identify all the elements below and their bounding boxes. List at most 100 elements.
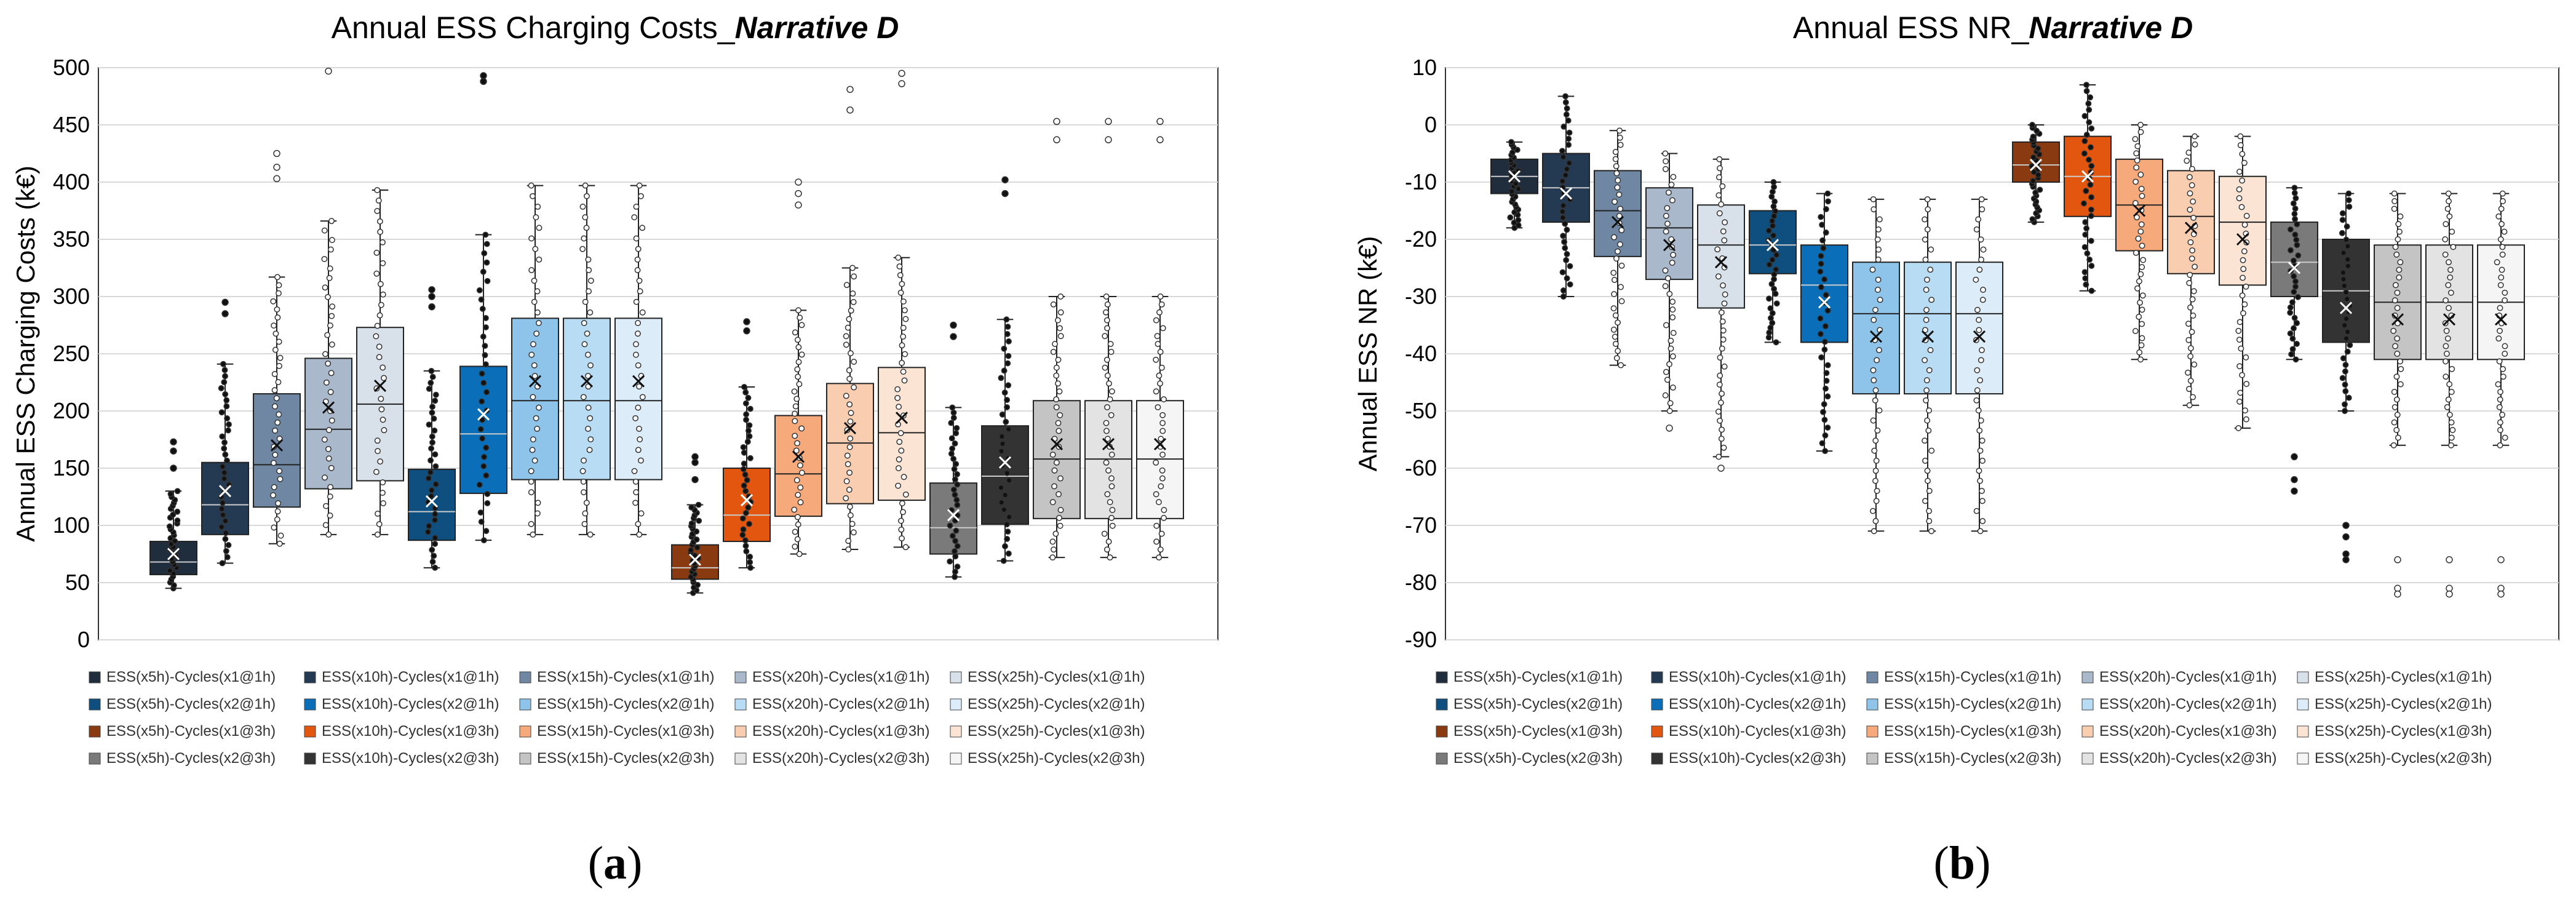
data-point <box>374 531 381 538</box>
legend-swatch <box>1436 752 1448 765</box>
data-point <box>2288 247 2294 253</box>
data-point <box>2497 305 2503 311</box>
data-point <box>534 309 541 316</box>
data-point <box>1973 508 1980 514</box>
data-point <box>999 411 1006 418</box>
legend-label: ESS(x20h)-Cycles(x1@3h) <box>752 723 929 740</box>
data-point <box>1715 409 1722 415</box>
data-point <box>2391 205 2398 212</box>
mean-marker <box>2081 170 2094 183</box>
data-point <box>2502 434 2508 441</box>
data-point <box>794 514 801 520</box>
data-point <box>1822 323 1829 330</box>
data-point <box>2449 427 2456 433</box>
data-point <box>480 380 487 386</box>
box-plot <box>2167 133 2215 409</box>
data-point <box>374 187 381 193</box>
data-point <box>2291 189 2298 196</box>
data-point <box>429 559 436 565</box>
data-point <box>1562 220 1568 227</box>
legend-item: ESS(x5h)-Cycles(x2@1h) <box>89 696 276 712</box>
data-point <box>998 375 1004 381</box>
data-point <box>432 397 439 404</box>
box-iqr <box>1852 261 1900 395</box>
data-point <box>380 417 386 423</box>
data-point <box>2499 190 2506 197</box>
data-point <box>586 447 593 453</box>
data-point <box>1564 251 1570 257</box>
data-point <box>328 417 335 424</box>
data-point <box>1614 184 1621 191</box>
box-iqr <box>2219 175 2267 286</box>
data-point <box>1670 252 1677 258</box>
data-point <box>1821 346 1828 353</box>
data-point <box>428 493 435 500</box>
data-point <box>329 303 336 310</box>
data-point <box>952 553 959 560</box>
data-point <box>1102 364 1108 371</box>
data-point <box>376 520 383 527</box>
data-point <box>895 465 902 471</box>
data-point <box>2397 381 2404 388</box>
data-point <box>1055 380 1062 387</box>
data-point <box>2139 264 2145 271</box>
data-point <box>900 298 907 305</box>
data-point <box>1106 380 1112 387</box>
data-point <box>1923 287 1930 293</box>
data-point <box>533 415 539 421</box>
legend-item: ESS(x25h)-Cycles(x2@3h) <box>2297 750 2492 767</box>
data-point <box>1715 192 1722 199</box>
legend-label: ESS(x20h)-Cycles(x1@1h) <box>752 669 929 685</box>
data-point <box>948 420 955 426</box>
data-point <box>2291 273 2297 279</box>
data-point <box>1559 148 1565 154</box>
data-point <box>1922 437 1928 444</box>
data-point <box>1922 457 1928 464</box>
legend-item: ESS(x5h)-Cycles(x1@1h) <box>89 669 276 685</box>
data-point <box>2500 373 2506 380</box>
legend-swatch <box>2081 671 2094 684</box>
data-point <box>1108 452 1115 458</box>
data-point <box>587 531 594 538</box>
data-point <box>1978 257 1984 263</box>
data-point <box>2085 100 2092 107</box>
data-point <box>742 509 749 516</box>
data-point <box>377 228 384 235</box>
data-point <box>2448 434 2455 441</box>
data-point <box>688 504 695 511</box>
data-point <box>428 487 435 493</box>
mean-marker <box>740 494 753 507</box>
data-point <box>844 452 851 459</box>
data-point <box>1616 134 1623 141</box>
data-point <box>2291 325 2297 332</box>
legend-swatch <box>519 698 531 711</box>
chart-panel-b: Annual ESS NR_Narrative D -90 -80 -70 -60 -5… <box>1353 10 2559 889</box>
legend-swatch <box>1866 725 1878 738</box>
data-point <box>2238 204 2245 210</box>
y-tick-label: 50 <box>65 570 90 595</box>
data-point <box>429 373 436 380</box>
data-point <box>2499 251 2506 258</box>
data-point <box>1974 387 1981 394</box>
legend-item: ESS(x10h)-Cycles(x2@1h) <box>1651 696 1846 712</box>
legend-swatch <box>950 671 962 684</box>
data-point <box>1979 297 1986 303</box>
legend-swatch <box>89 752 101 765</box>
data-point <box>328 341 335 348</box>
data-point <box>747 405 753 412</box>
data-point <box>322 284 328 291</box>
data-point <box>1876 407 1883 414</box>
data-point <box>1004 528 1011 535</box>
data-point <box>1719 390 1725 397</box>
legend-swatch <box>1651 698 1663 711</box>
y-tick-label: 100 <box>53 512 90 538</box>
data-point <box>432 463 439 469</box>
data-point <box>1159 475 1166 482</box>
data-point <box>1720 444 1727 451</box>
legend-swatch <box>1436 725 1448 738</box>
data-point <box>1618 362 1624 369</box>
data-point <box>2081 113 2088 119</box>
data-point <box>274 419 281 426</box>
data-point <box>1001 367 1008 374</box>
data-point <box>1766 295 1772 302</box>
